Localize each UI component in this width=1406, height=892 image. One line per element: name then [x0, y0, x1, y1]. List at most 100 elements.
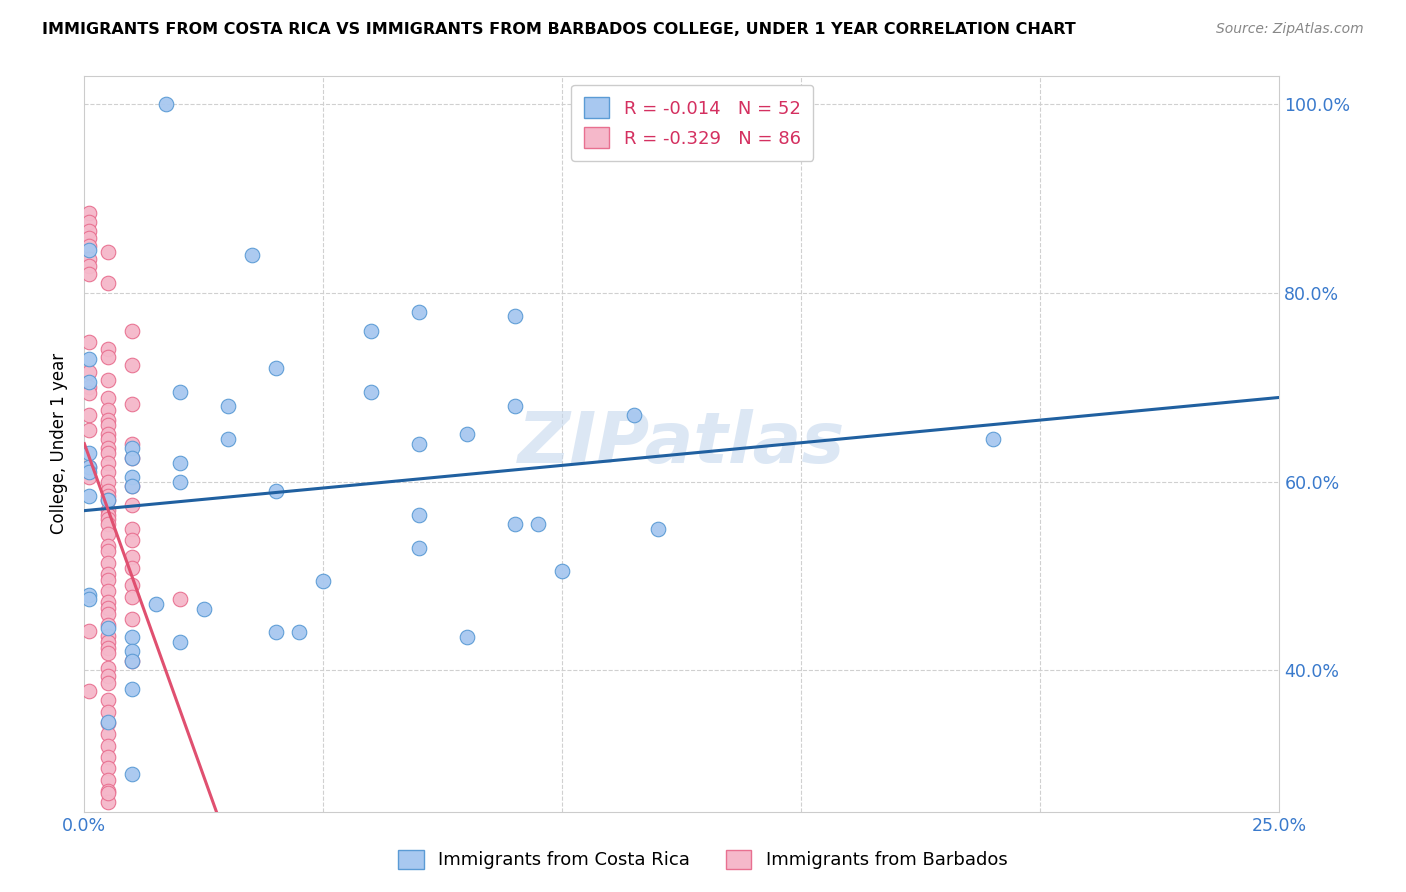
Point [647, 522, 669, 536]
Point [97, 516, 120, 531]
Point [97, 618, 120, 632]
Point [97, 544, 120, 558]
Point [193, 602, 215, 616]
Point [77, 624, 100, 638]
Text: ZIPatlas: ZIPatlas [519, 409, 845, 478]
Point [77, 470, 100, 484]
Point [264, 483, 287, 498]
Point [97, 640, 120, 655]
Point [77, 592, 100, 607]
Point [77, 446, 100, 460]
Point [97, 784, 120, 798]
Point [121, 654, 143, 668]
Point [121, 578, 143, 592]
Point [97, 693, 120, 707]
Legend: R = -0.014   N = 52, R = -0.329   N = 86: R = -0.014 N = 52, R = -0.329 N = 86 [571, 85, 814, 161]
Point [97, 750, 120, 764]
Point [77, 588, 100, 602]
Point [121, 630, 143, 644]
Point [97, 343, 120, 357]
Point [97, 442, 120, 456]
Point [503, 399, 526, 413]
Point [77, 380, 100, 394]
Point [97, 539, 120, 553]
Point [121, 561, 143, 575]
Point [97, 475, 120, 489]
Point [77, 409, 100, 423]
Point [121, 470, 143, 484]
Point [97, 493, 120, 508]
Point [408, 541, 430, 555]
Point [145, 597, 167, 611]
Point [456, 630, 478, 644]
Point [97, 595, 120, 609]
Point [97, 761, 120, 775]
Point [77, 205, 100, 219]
Point [77, 351, 100, 366]
Point [77, 244, 100, 258]
Point [97, 508, 120, 522]
Point [97, 402, 120, 417]
Point [97, 432, 120, 446]
Point [97, 277, 120, 291]
Point [408, 508, 430, 522]
Point [77, 460, 100, 475]
Point [97, 715, 120, 730]
Point [217, 432, 239, 446]
Point [288, 625, 311, 640]
Point [97, 716, 120, 731]
Point [77, 260, 100, 274]
Point [97, 417, 120, 432]
Point [527, 516, 550, 531]
Point [97, 727, 120, 741]
Point [97, 573, 120, 587]
Point [169, 592, 191, 607]
Point [77, 215, 100, 229]
Point [121, 681, 143, 696]
Point [97, 661, 120, 675]
Point [121, 533, 143, 547]
Point [77, 423, 100, 437]
Point [77, 238, 100, 252]
Text: Source: ZipAtlas.com: Source: ZipAtlas.com [1216, 22, 1364, 37]
Point [97, 373, 120, 387]
Point [97, 456, 120, 470]
Point [121, 450, 143, 465]
Point [97, 635, 120, 649]
Point [97, 489, 120, 503]
Point [121, 654, 143, 668]
Point [97, 607, 120, 621]
Y-axis label: College, Under 1 year: College, Under 1 year [51, 353, 69, 534]
Point [97, 739, 120, 753]
Point [169, 384, 191, 399]
Point [97, 676, 120, 690]
Point [312, 574, 335, 588]
Point [121, 498, 143, 512]
Point [121, 479, 143, 493]
Point [97, 503, 120, 517]
Point [121, 522, 143, 536]
Point [77, 684, 100, 698]
Point [169, 475, 191, 489]
Point [155, 97, 177, 112]
Point [121, 437, 143, 451]
Point [97, 629, 120, 643]
Point [77, 231, 100, 245]
Point [169, 456, 191, 470]
Point [121, 358, 143, 372]
Point [77, 334, 100, 349]
Point [503, 516, 526, 531]
Point [97, 350, 120, 364]
Point [97, 566, 120, 581]
Point [121, 612, 143, 626]
Point [97, 483, 120, 498]
Point [77, 465, 100, 479]
Point [97, 556, 120, 570]
Point [121, 450, 143, 465]
Point [264, 625, 287, 640]
Point [97, 413, 120, 427]
Text: IMMIGRANTS FROM COSTA RICA VS IMMIGRANTS FROM BARBADOS COLLEGE, UNDER 1 YEAR COR: IMMIGRANTS FROM COSTA RICA VS IMMIGRANTS… [42, 22, 1076, 37]
Point [77, 489, 100, 503]
Point [169, 635, 191, 649]
Point [97, 601, 120, 615]
